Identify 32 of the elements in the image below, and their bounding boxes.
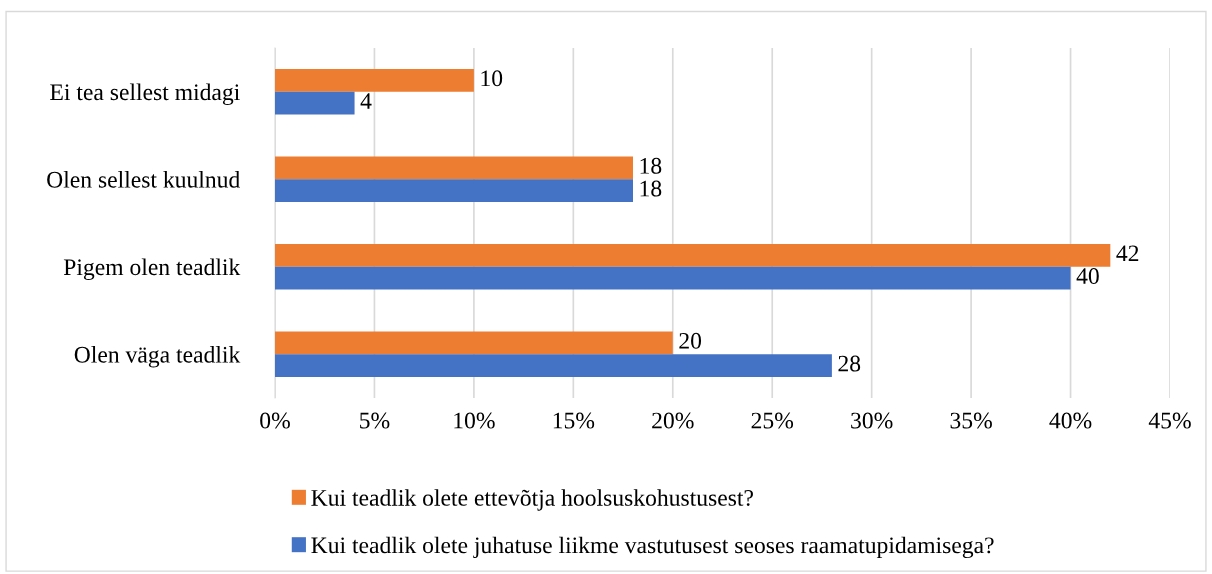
bar xyxy=(275,69,474,92)
legend-label: Kui teadlik olete juhatuse liikme vastutusest seoses raamatupidamisega? xyxy=(311,536,994,559)
bar xyxy=(275,179,633,202)
bar xyxy=(275,244,1111,267)
x-tick-label: 0% xyxy=(260,412,290,429)
data-label: 18 xyxy=(640,157,662,174)
bar xyxy=(275,331,673,355)
x-tick-label: 10% xyxy=(454,412,495,429)
data-label: 20 xyxy=(679,332,702,349)
x-tick-label: 45% xyxy=(1148,412,1191,429)
data-label: 4 xyxy=(360,93,372,109)
y-tick-label: Olen väga teadlik xyxy=(74,346,241,368)
data-label: 42 xyxy=(1116,245,1139,262)
bar xyxy=(275,266,1071,290)
x-tick-label: 35% xyxy=(950,412,992,429)
x-tick-label: 15% xyxy=(553,412,595,429)
y-tick-label: Olen sellest kuulnud xyxy=(47,171,240,188)
data-label: 18 xyxy=(640,180,662,197)
data-label: 10 xyxy=(481,70,503,87)
x-tick-label: 30% xyxy=(851,412,893,429)
legend-label: Kui teadlik olete ettevõtja hoolsuskohustusest? xyxy=(311,489,753,511)
data-label: 28 xyxy=(838,355,861,372)
bar xyxy=(275,354,832,377)
bar xyxy=(275,156,633,180)
x-tick-label: 5% xyxy=(360,412,390,429)
bar xyxy=(275,91,355,115)
data-label: 40 xyxy=(1076,268,1099,285)
x-tick-label: 40% xyxy=(1049,412,1092,429)
y-tick-label: Pigem olen teadlik xyxy=(63,258,241,281)
y-tick-label: Ei tea sellest midagi xyxy=(50,83,240,106)
x-tick-label: 20% xyxy=(652,412,694,429)
x-tick-label: 25% xyxy=(751,412,794,429)
